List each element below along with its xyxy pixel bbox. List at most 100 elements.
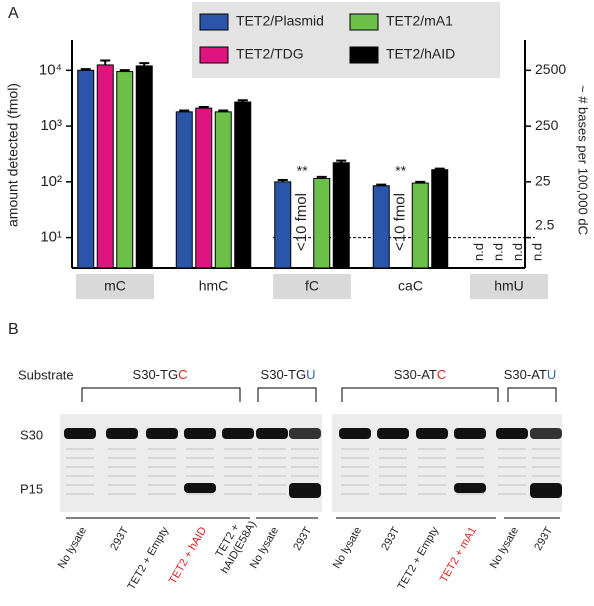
group-base: U — [547, 367, 556, 382]
bar — [195, 107, 213, 269]
gel-smear — [341, 493, 369, 495]
gel-smear — [258, 457, 286, 459]
gel-smear — [341, 457, 369, 459]
value-label: <10 fmol — [392, 193, 409, 251]
lane-label-line: 293T — [108, 525, 131, 553]
legend-box — [192, 2, 500, 78]
gel-smear — [148, 493, 176, 495]
gel-band — [530, 483, 562, 498]
gel-band — [184, 483, 216, 493]
error-bar — [316, 175, 327, 179]
gel-smear — [379, 484, 407, 486]
bar — [313, 177, 331, 269]
gel-band — [339, 428, 371, 439]
bar — [372, 185, 390, 269]
gel-smear — [148, 448, 176, 450]
x-tick-label: hmC — [199, 278, 229, 294]
gel-band — [146, 428, 178, 439]
bar — [96, 64, 114, 269]
gel-smear — [341, 475, 369, 477]
lane-label-line: TET2 + mA1 — [438, 525, 479, 585]
bar — [175, 111, 193, 269]
y2-tick-label: 2500 — [535, 61, 566, 77]
legend-swatch — [199, 46, 229, 64]
error-bar — [139, 62, 150, 66]
lane-label-line: No lysate — [488, 525, 521, 571]
gel-smear — [379, 448, 407, 450]
group-label: S30-ATU — [504, 367, 557, 382]
group-prefix: S30-TG — [261, 367, 307, 382]
error-bar — [198, 105, 209, 109]
gel-smear — [186, 493, 214, 495]
gel-smear — [186, 448, 214, 450]
gel-smear — [258, 466, 286, 468]
gel-smear — [108, 475, 136, 477]
group-base: C — [178, 367, 187, 382]
lane-label-line: TET2 + Empty — [395, 525, 441, 593]
lane-label: 293T — [532, 525, 555, 553]
gel-smear — [66, 457, 94, 459]
value-label: n.d — [530, 243, 545, 261]
bar — [332, 162, 350, 269]
gel-smear — [379, 466, 407, 468]
band-label: S30 — [20, 427, 43, 442]
gel-smear — [224, 457, 252, 459]
gel-smear — [186, 457, 214, 459]
lane-label: TET2 + Empty — [125, 525, 171, 593]
category-box — [470, 274, 548, 299]
panel-label: B — [8, 321, 19, 338]
lane-label: 293T — [291, 525, 314, 553]
y-tick-label: 10³ — [40, 117, 62, 134]
lane-label: TET2 + mA1 — [438, 525, 479, 585]
gel-smear — [456, 466, 484, 468]
gel-band — [496, 428, 528, 439]
bar — [135, 65, 153, 269]
y2-tick-label: 25 — [535, 173, 551, 189]
gel-smear — [224, 484, 252, 486]
gel-band — [454, 428, 486, 439]
gel-smear — [456, 448, 484, 450]
error-bar — [336, 159, 347, 163]
gel-smear — [341, 484, 369, 486]
gel-smear — [498, 466, 526, 468]
brackets — [81, 387, 557, 402]
gel-smear — [224, 466, 252, 468]
gel-smear — [418, 457, 446, 459]
value-label: n.d — [491, 243, 506, 261]
lane-label: TET2 + hAID — [167, 525, 209, 586]
gel-smear — [258, 484, 286, 486]
gel-smear — [66, 484, 94, 486]
error-bar — [277, 178, 288, 182]
error-bar — [218, 109, 229, 112]
error-bar — [179, 109, 190, 112]
gel-smear — [379, 457, 407, 459]
lane-label-line: 293T — [291, 525, 314, 553]
category-box — [273, 274, 351, 299]
gel-band — [530, 428, 562, 439]
gel-smear — [291, 448, 319, 450]
gel-smear — [186, 466, 214, 468]
group-prefix: S30-AT — [394, 367, 437, 382]
group-label: S30-TGU — [261, 367, 316, 382]
gel-smear — [224, 448, 252, 450]
bar — [274, 181, 292, 269]
gel-smear — [498, 475, 526, 477]
gel-smear — [341, 448, 369, 450]
panel-label: A — [8, 5, 19, 22]
lane-label-line: 293T — [379, 525, 402, 553]
gel-band — [416, 428, 448, 439]
lane-label: No lysate — [488, 525, 521, 571]
gel-smear — [148, 466, 176, 468]
gel-band — [454, 483, 486, 493]
gel-smear — [291, 475, 319, 477]
legend-swatch — [349, 13, 379, 31]
legend-swatch — [199, 13, 229, 31]
error-bar — [237, 99, 248, 103]
value-label: <10 fmol — [293, 193, 310, 251]
error-bar — [119, 69, 130, 72]
bar — [77, 69, 95, 269]
gel-smear — [532, 448, 560, 450]
lane-label-line: TET2 + hAID — [167, 525, 209, 586]
